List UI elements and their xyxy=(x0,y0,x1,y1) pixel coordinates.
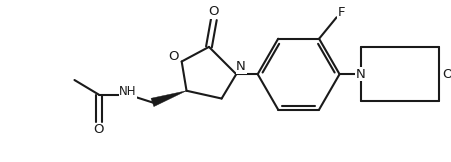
Text: O: O xyxy=(168,50,179,63)
Text: NH: NH xyxy=(119,85,137,98)
Text: F: F xyxy=(337,6,345,19)
Text: N: N xyxy=(236,60,245,73)
Text: O: O xyxy=(208,5,219,18)
Text: N: N xyxy=(355,68,365,81)
Polygon shape xyxy=(151,91,186,107)
Text: O: O xyxy=(442,68,451,81)
Text: O: O xyxy=(93,123,104,136)
